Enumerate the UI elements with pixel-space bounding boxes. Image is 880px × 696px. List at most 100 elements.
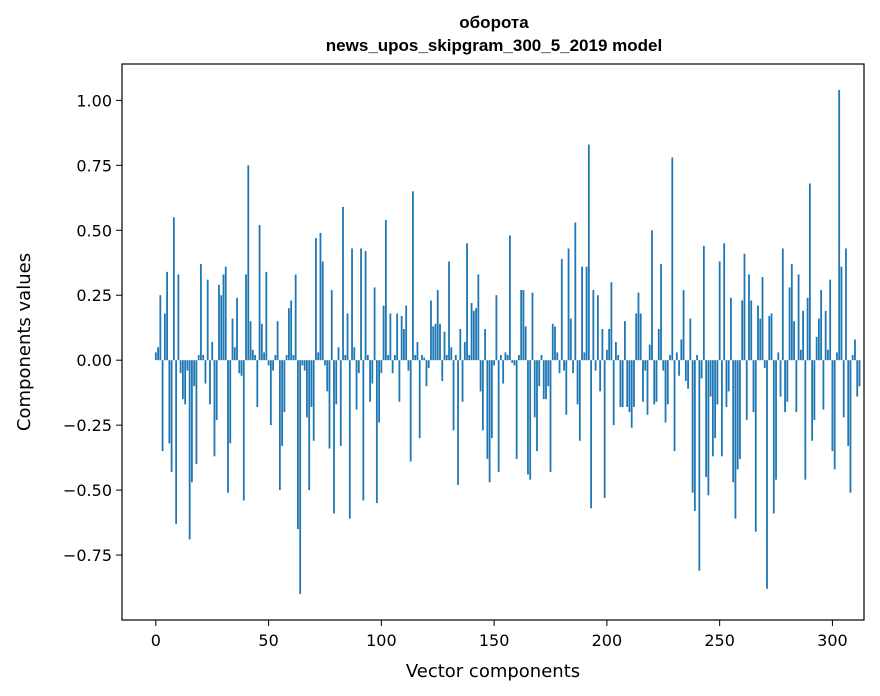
bar	[651, 230, 653, 361]
bar	[790, 264, 793, 361]
bar	[479, 360, 482, 392]
bar	[574, 222, 577, 361]
bar	[693, 360, 696, 511]
bar	[542, 360, 545, 400]
bar	[445, 354, 448, 361]
bar	[554, 326, 556, 361]
bar	[400, 316, 403, 361]
bar	[802, 310, 804, 361]
bar	[538, 360, 541, 387]
bar	[499, 354, 502, 361]
bar	[418, 360, 421, 439]
bar	[407, 360, 410, 371]
bar	[398, 360, 401, 402]
bar	[416, 342, 419, 361]
bar	[206, 279, 209, 361]
bar	[675, 352, 678, 361]
bar	[218, 284, 220, 361]
bar	[175, 360, 178, 524]
bar	[265, 271, 268, 361]
bar	[297, 360, 299, 530]
bar	[590, 360, 592, 509]
bar	[509, 235, 511, 361]
bar	[560, 258, 563, 361]
bar	[673, 360, 676, 452]
bar	[380, 360, 383, 374]
bar	[847, 360, 850, 446]
bar	[515, 360, 518, 459]
bar	[705, 360, 708, 478]
bar	[793, 321, 795, 361]
bar	[784, 360, 786, 413]
bar	[727, 360, 730, 392]
bar	[829, 279, 832, 361]
bar	[804, 360, 807, 480]
bar	[274, 354, 277, 361]
bar	[851, 354, 854, 361]
bar	[387, 354, 390, 361]
bar	[563, 360, 565, 371]
bar	[335, 360, 338, 405]
bar	[375, 360, 378, 504]
bar	[256, 360, 259, 407]
bar	[585, 266, 588, 361]
bar	[522, 290, 525, 361]
bar	[236, 297, 238, 361]
bar	[477, 274, 480, 361]
bar	[671, 157, 674, 361]
bar	[581, 266, 583, 361]
bar	[599, 360, 602, 392]
bar	[565, 360, 568, 415]
bar	[689, 318, 692, 361]
bar	[572, 360, 574, 374]
bar	[450, 347, 453, 361]
y-tick-label: −0.25	[63, 416, 112, 435]
bar	[292, 354, 295, 361]
bar	[369, 360, 371, 402]
x-tick-label: 50	[258, 631, 278, 650]
bar	[707, 360, 710, 496]
bar	[267, 360, 270, 366]
bar	[838, 89, 841, 361]
bar	[179, 360, 182, 374]
bar	[497, 360, 500, 472]
bar	[339, 360, 342, 446]
bar	[249, 321, 252, 361]
bar	[393, 354, 396, 361]
bar	[615, 342, 617, 361]
bar	[319, 232, 322, 361]
bar	[502, 360, 505, 384]
x-tick-label: 100	[366, 631, 397, 650]
bar	[229, 360, 232, 444]
bar	[567, 248, 570, 361]
bar	[204, 360, 207, 384]
bar	[827, 349, 829, 361]
y-axis: −0.75 −0.50 −0.25 0.00 0.25 0.50 0.75 1.00	[63, 91, 122, 565]
bar	[696, 354, 698, 361]
bar	[371, 360, 374, 384]
bar	[513, 360, 516, 366]
bar	[831, 360, 834, 452]
bar	[470, 303, 473, 361]
bar	[188, 360, 191, 540]
bar	[610, 282, 613, 361]
bar	[669, 354, 671, 361]
bar	[396, 313, 399, 361]
x-tick-label: 250	[704, 631, 735, 650]
bar	[389, 313, 392, 361]
bar	[684, 360, 687, 381]
bar	[333, 360, 335, 514]
bar	[251, 349, 254, 361]
bar	[527, 360, 529, 475]
bar	[678, 360, 680, 376]
bar	[617, 354, 620, 361]
bar	[231, 318, 234, 361]
bar	[730, 297, 732, 361]
bar	[811, 360, 814, 441]
bar	[687, 360, 689, 389]
bar	[195, 360, 198, 465]
bar	[854, 339, 856, 361]
bar	[459, 329, 462, 361]
bar	[716, 360, 719, 405]
bar	[732, 360, 735, 483]
